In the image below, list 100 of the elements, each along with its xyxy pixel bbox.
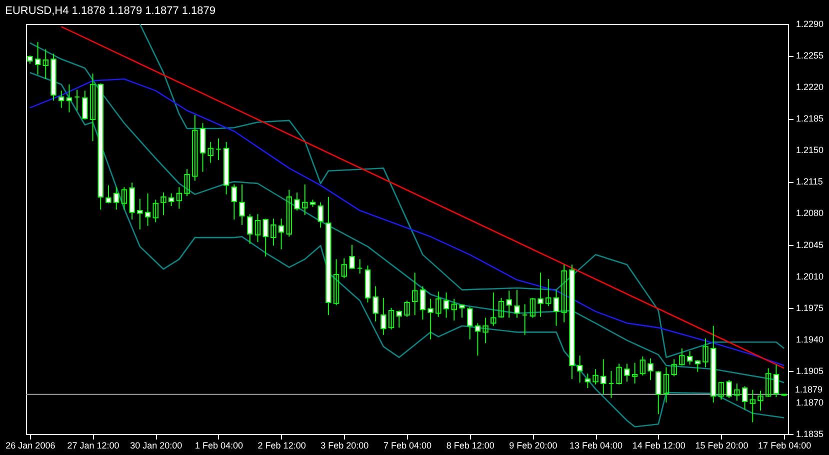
candlestick — [270, 218, 276, 246]
candlestick — [333, 258, 340, 306]
candlestick — [734, 383, 740, 402]
candlestick — [742, 386, 748, 410]
candlestick — [584, 373, 591, 389]
candlestick — [451, 298, 457, 321]
y-tick-label: 1.1835 — [796, 429, 824, 439]
x-tick-label: 3 Feb 20:00 — [320, 440, 369, 450]
ref-line-label: 1.1879 — [795, 384, 823, 394]
candlestick — [208, 142, 214, 164]
candlestick — [388, 307, 394, 330]
candlestick — [106, 184, 112, 204]
candlestick — [608, 370, 614, 398]
candlestick — [74, 89, 80, 112]
x-tick-label: 15 Feb 20:00 — [695, 440, 748, 450]
y-tick-label: 1.1905 — [796, 366, 824, 376]
candlestick — [160, 192, 166, 216]
candlestick — [648, 358, 654, 380]
candlestick — [671, 358, 677, 377]
candlestick — [640, 356, 646, 376]
candlestick — [530, 297, 536, 318]
candlestick — [773, 364, 780, 398]
candlestick — [679, 348, 685, 366]
candlestick — [459, 304, 465, 318]
candlestick — [576, 355, 583, 384]
candlestick — [412, 272, 418, 316]
candlestick — [616, 363, 622, 385]
candlestick — [278, 218, 284, 250]
x-tick-label: 8 Feb 12:00 — [446, 440, 494, 450]
candlestick — [726, 379, 732, 398]
candlestick — [561, 264, 567, 323]
y-tick-label: 1.2045 — [796, 240, 824, 250]
candlestick — [522, 304, 528, 336]
y-tick-label: 1.2185 — [796, 114, 824, 124]
candlestick — [144, 192, 151, 226]
candlestick — [294, 192, 300, 212]
y-tick-label: 1.2080 — [796, 208, 824, 218]
candlestick — [436, 291, 442, 318]
line-series — [29, 78, 785, 366]
candlestick — [514, 289, 520, 318]
candlestick — [42, 48, 48, 80]
y-tick-label: 1.2150 — [796, 145, 824, 156]
candlestick — [694, 360, 701, 372]
candlestick — [341, 258, 348, 279]
candlestick — [702, 338, 708, 368]
candlestick — [428, 298, 434, 340]
candlestick — [482, 317, 488, 344]
candlestick — [231, 184, 238, 220]
candlestick — [538, 272, 544, 318]
candlestick — [152, 199, 158, 223]
candlestick — [286, 189, 292, 238]
candlestick — [216, 138, 222, 161]
candlestick — [396, 310, 402, 328]
candlestick — [58, 90, 64, 108]
candlestick — [176, 186, 182, 210]
candlestick — [546, 278, 552, 307]
candlestick — [168, 192, 174, 207]
candlestick — [686, 350, 693, 366]
candlestick — [506, 290, 512, 318]
x-tick-label: 2 Feb 12:00 — [258, 440, 306, 450]
y-tick-label: 1.2010 — [796, 271, 824, 282]
candlestick — [349, 244, 355, 270]
candlestick — [758, 390, 764, 412]
candlestick — [420, 286, 426, 320]
candlestick — [553, 289, 560, 326]
line-series — [29, 72, 785, 428]
x-tick-label: 14 Feb 12:00 — [632, 440, 686, 450]
candlestick — [498, 297, 504, 318]
y-tick-label: 1.2115 — [796, 176, 823, 187]
candlestick — [466, 306, 473, 340]
candlestick — [372, 286, 378, 322]
candlestick — [184, 168, 190, 197]
candlestick — [239, 184, 245, 226]
x-tick-label: 17 Feb 04:00 — [758, 440, 812, 450]
x-tick-label: 13 Feb 04:00 — [570, 440, 623, 450]
candlestick — [247, 214, 253, 244]
candlestick — [121, 186, 128, 210]
candlestick — [137, 198, 143, 230]
chart-title: EURUSD,H4 1.1878 1.1879 1.1877 1.1879 — [5, 5, 216, 17]
candlestick — [82, 90, 88, 120]
y-tick-label: 1.1975 — [796, 302, 824, 313]
candlestick — [357, 258, 363, 274]
candlestick — [750, 389, 756, 423]
candlestick — [592, 368, 598, 385]
x-tick-label: 27 Jan 12:00 — [67, 440, 120, 450]
candlestick — [192, 114, 198, 182]
x-tick-label: 1 Feb 04:00 — [194, 440, 243, 450]
x-tick-label: 9 Feb 20:00 — [509, 440, 558, 450]
candlestick — [474, 322, 481, 356]
candlestick — [66, 84, 72, 113]
candlestick — [624, 363, 630, 382]
candlestick — [663, 366, 670, 403]
y-tick-label: 1.1870 — [796, 397, 824, 408]
candlestick — [90, 73, 96, 142]
y-tick-label: 1.2290 — [796, 19, 824, 29]
candlestick — [404, 300, 410, 318]
candlestick — [254, 214, 261, 243]
y-tick-label: 1.2220 — [796, 82, 824, 92]
x-tick-label: 30 Jan 20:00 — [130, 440, 182, 450]
x-tick-label: 7 Feb 04:00 — [383, 440, 432, 450]
